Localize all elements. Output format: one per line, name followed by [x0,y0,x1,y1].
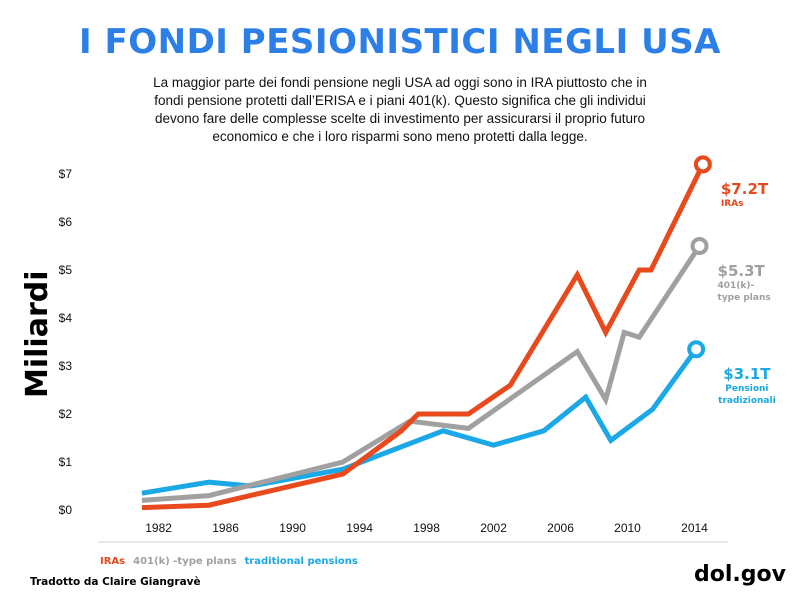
y-tick-label: $2 [59,407,73,421]
x-tick-label: 2010 [614,521,641,535]
series-line-0 [141,163,706,511]
y-tick-label: $1 [59,455,73,469]
x-tick-label: 1994 [346,521,373,535]
series-end-marker-2 [687,340,706,359]
x-tick-label: 1986 [212,521,239,535]
series-end-name: type plans [717,293,771,303]
y-tick-label: $5 [59,263,73,277]
legend-item: IRAs [100,556,126,567]
legend: IRAs 401(k) -type plans traditional pensio… [100,556,366,567]
translator-credit: Tradotto da Claire Giangravè [30,576,201,588]
y-tick-label: $4 [59,311,73,325]
series-end-name: Pensioni [725,384,769,395]
series-end-name: tradizionali [718,396,776,407]
series-end-label-1: $5.3T 401(k)- type plans [718,262,771,304]
legend-item: 401(k) -type plans [133,556,237,567]
source-label: dol.gov [694,562,786,587]
x-tick-label: 2014 [681,521,708,535]
y-tick-label: $6 [59,215,73,229]
x-tick-label: 2002 [480,521,507,535]
y-tick-label: $7 [59,167,73,181]
y-tick-label: $0 [59,503,73,517]
series-end-name: IRAs [720,199,744,210]
series-end-marker-0 [693,155,712,174]
x-tick-label: 2006 [547,521,574,535]
x-tick-label: 1998 [413,521,440,535]
series-line-2 [141,347,699,496]
series-line-1 [141,244,702,503]
chart-title: I FONDI PESIONISTICI NEGLI USA [79,22,721,62]
series-end-marker-1 [690,237,709,255]
y-tick-label: $3 [59,359,73,373]
x-tick-label: 1990 [279,521,306,535]
legend-item: traditional pensions [244,556,358,567]
series-end-value: $3.1T [723,365,771,384]
chart-subtitle: La maggior parte dei fondi pensione negl… [153,75,647,144]
x-tick-label: 1982 [145,521,172,535]
series-end-name: 401(k)- [717,281,755,291]
series-end-label-2: $3.1T Pensioni tradizionali [718,365,776,407]
series-end-value: $7.2T [720,180,769,199]
series-end-value: $5.3T [717,262,765,280]
series-end-label-0: $7.2T IRAs [721,180,768,210]
